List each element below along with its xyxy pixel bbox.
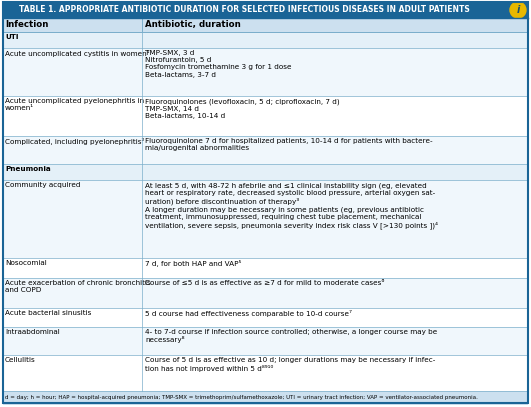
Text: 5 d course had effectiveness comparable to 10-d course⁷: 5 d course had effectiveness comparable … (145, 310, 352, 317)
Text: Pneumonia: Pneumonia (5, 166, 51, 173)
Bar (3, 2, 528, 18)
Text: TMP-SMX, 3 d
Nitrofurantoin, 5 d
Fosfomycin tromethamine 3 g for 1 dose
Beta-lac: TMP-SMX, 3 d Nitrofurantoin, 5 d Fosfomy… (145, 50, 292, 78)
Text: UTI: UTI (5, 34, 19, 40)
Text: Intraabdominal: Intraabdominal (5, 329, 60, 335)
Bar (3, 96, 528, 136)
Bar (3, 278, 528, 308)
Text: Cellulitis: Cellulitis (5, 357, 36, 363)
Text: Antibiotic, duration: Antibiotic, duration (145, 20, 241, 29)
Bar (142, 18, 528, 32)
Text: 7 d, for both HAP and VAP⁵: 7 d, for both HAP and VAP⁵ (145, 260, 242, 267)
Text: Fluoroquinolones (levofloxacin, 5 d; ciprofloxacin, 7 d)
TMP-SMX, 14 d
Beta-lact: Fluoroquinolones (levofloxacin, 5 d; cip… (145, 98, 340, 119)
Bar (3, 308, 528, 327)
Bar (3, 327, 528, 355)
Text: Course of ≤5 d is as effective as ≥7 d for mild to moderate cases⁶: Course of ≤5 d is as effective as ≥7 d f… (145, 280, 384, 286)
Text: Nosocomial: Nosocomial (5, 260, 47, 266)
Text: TABLE 1. APPROPRIATE ANTIBIOTIC DURATION FOR SELECTED INFECTIOUS DISEASES IN ADU: TABLE 1. APPROPRIATE ANTIBIOTIC DURATION… (19, 6, 470, 15)
Text: 4- to 7-d course if infection source controlled; otherwise, a longer course may : 4- to 7-d course if infection source con… (145, 329, 438, 344)
Text: Acute uncomplicated pyelonephritis in
women¹: Acute uncomplicated pyelonephritis in wo… (5, 98, 144, 112)
Text: At least 5 d, with 48-72 h afebrile and ≤1 clinical instability sign (eg, elevat: At least 5 d, with 48-72 h afebrile and … (145, 182, 438, 229)
Text: d = day; h = hour; HAP = hospital-acquired pneumonia; TMP-SMX = trimethoprim/sul: d = day; h = hour; HAP = hospital-acquir… (5, 396, 478, 400)
Text: Complicated, including pyelonephritis²: Complicated, including pyelonephritis² (5, 138, 144, 145)
Bar (3, 18, 142, 32)
Bar (3, 355, 528, 391)
Bar (3, 258, 528, 278)
Text: Acute bacterial sinusitis: Acute bacterial sinusitis (5, 310, 91, 316)
Text: Acute exacerbation of chronic bronchitis
and COPD: Acute exacerbation of chronic bronchitis… (5, 280, 151, 293)
Text: Fluoroquinolone 7 d for hospitalized patients, 10-14 d for patients with bactere: Fluoroquinolone 7 d for hospitalized pat… (145, 138, 433, 151)
Circle shape (510, 2, 526, 18)
Text: Community acquired: Community acquired (5, 182, 81, 188)
Text: Course of 5 d is as effective as 10 d; longer durations may be necessary if infe: Course of 5 d is as effective as 10 d; l… (145, 357, 435, 372)
Text: Acute uncomplicated cystitis in women¹: Acute uncomplicated cystitis in women¹ (5, 50, 150, 57)
Bar (3, 136, 528, 164)
Bar (3, 180, 528, 258)
Bar (3, 391, 528, 405)
Text: i: i (516, 5, 520, 15)
Bar (3, 32, 528, 48)
Text: Infection: Infection (5, 20, 48, 29)
Bar (3, 164, 528, 180)
Bar (3, 48, 528, 96)
